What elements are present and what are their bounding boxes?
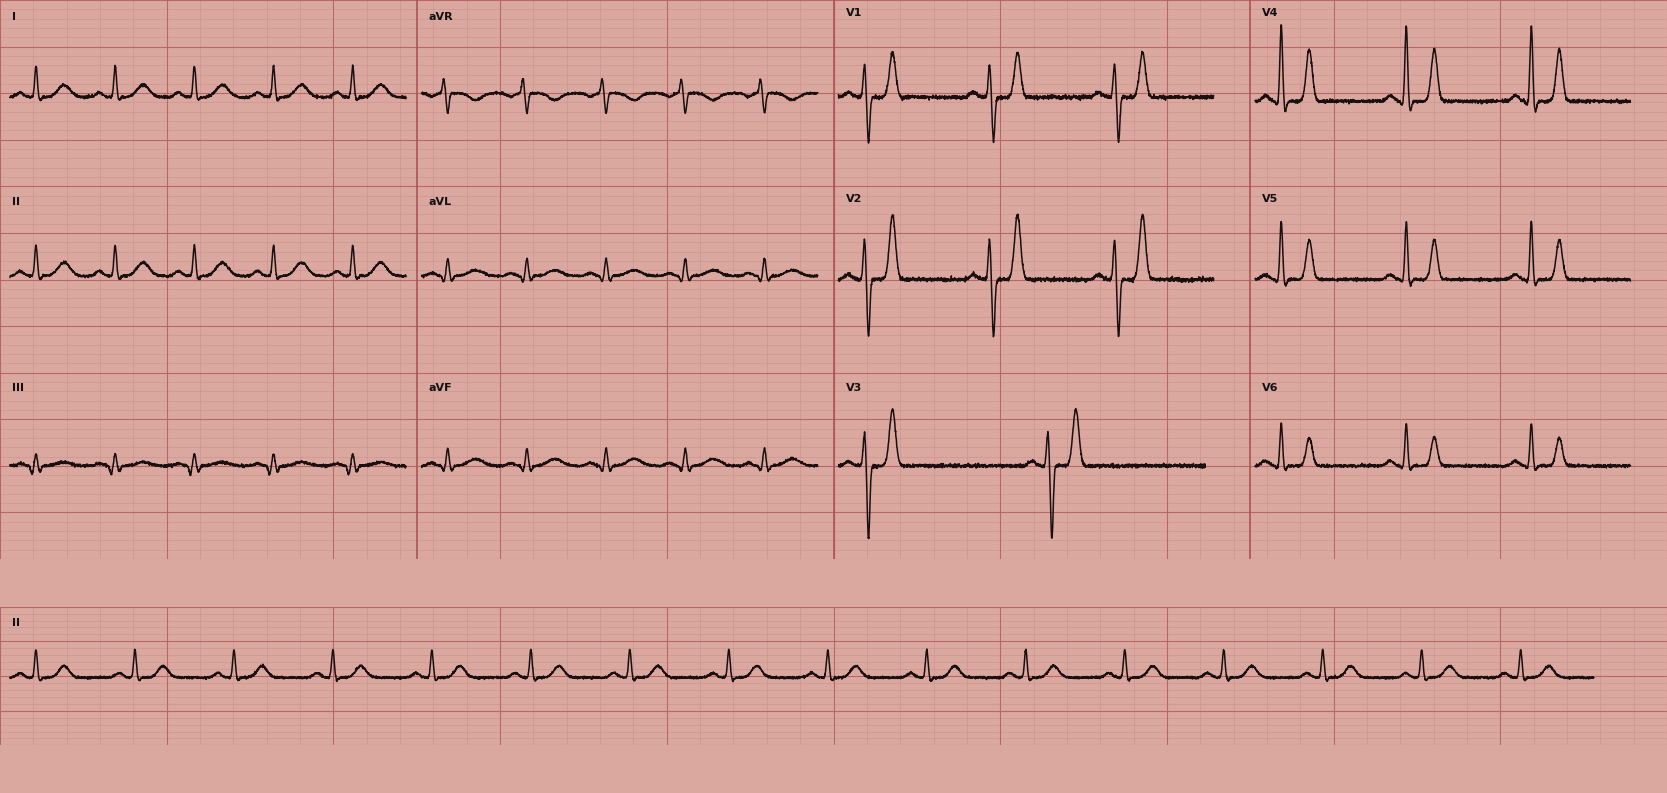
Text: V3: V3: [845, 383, 862, 393]
Text: V1: V1: [845, 8, 862, 18]
Text: V5: V5: [1262, 193, 1279, 204]
Text: II: II: [12, 197, 20, 207]
Text: V4: V4: [1262, 8, 1279, 18]
Text: aVR: aVR: [428, 12, 453, 22]
Text: II: II: [12, 619, 20, 628]
Text: V2: V2: [845, 193, 862, 204]
Text: I: I: [12, 12, 17, 22]
Text: aVL: aVL: [428, 197, 452, 207]
Text: III: III: [12, 383, 23, 393]
Text: V6: V6: [1262, 383, 1279, 393]
Text: aVF: aVF: [428, 383, 452, 393]
